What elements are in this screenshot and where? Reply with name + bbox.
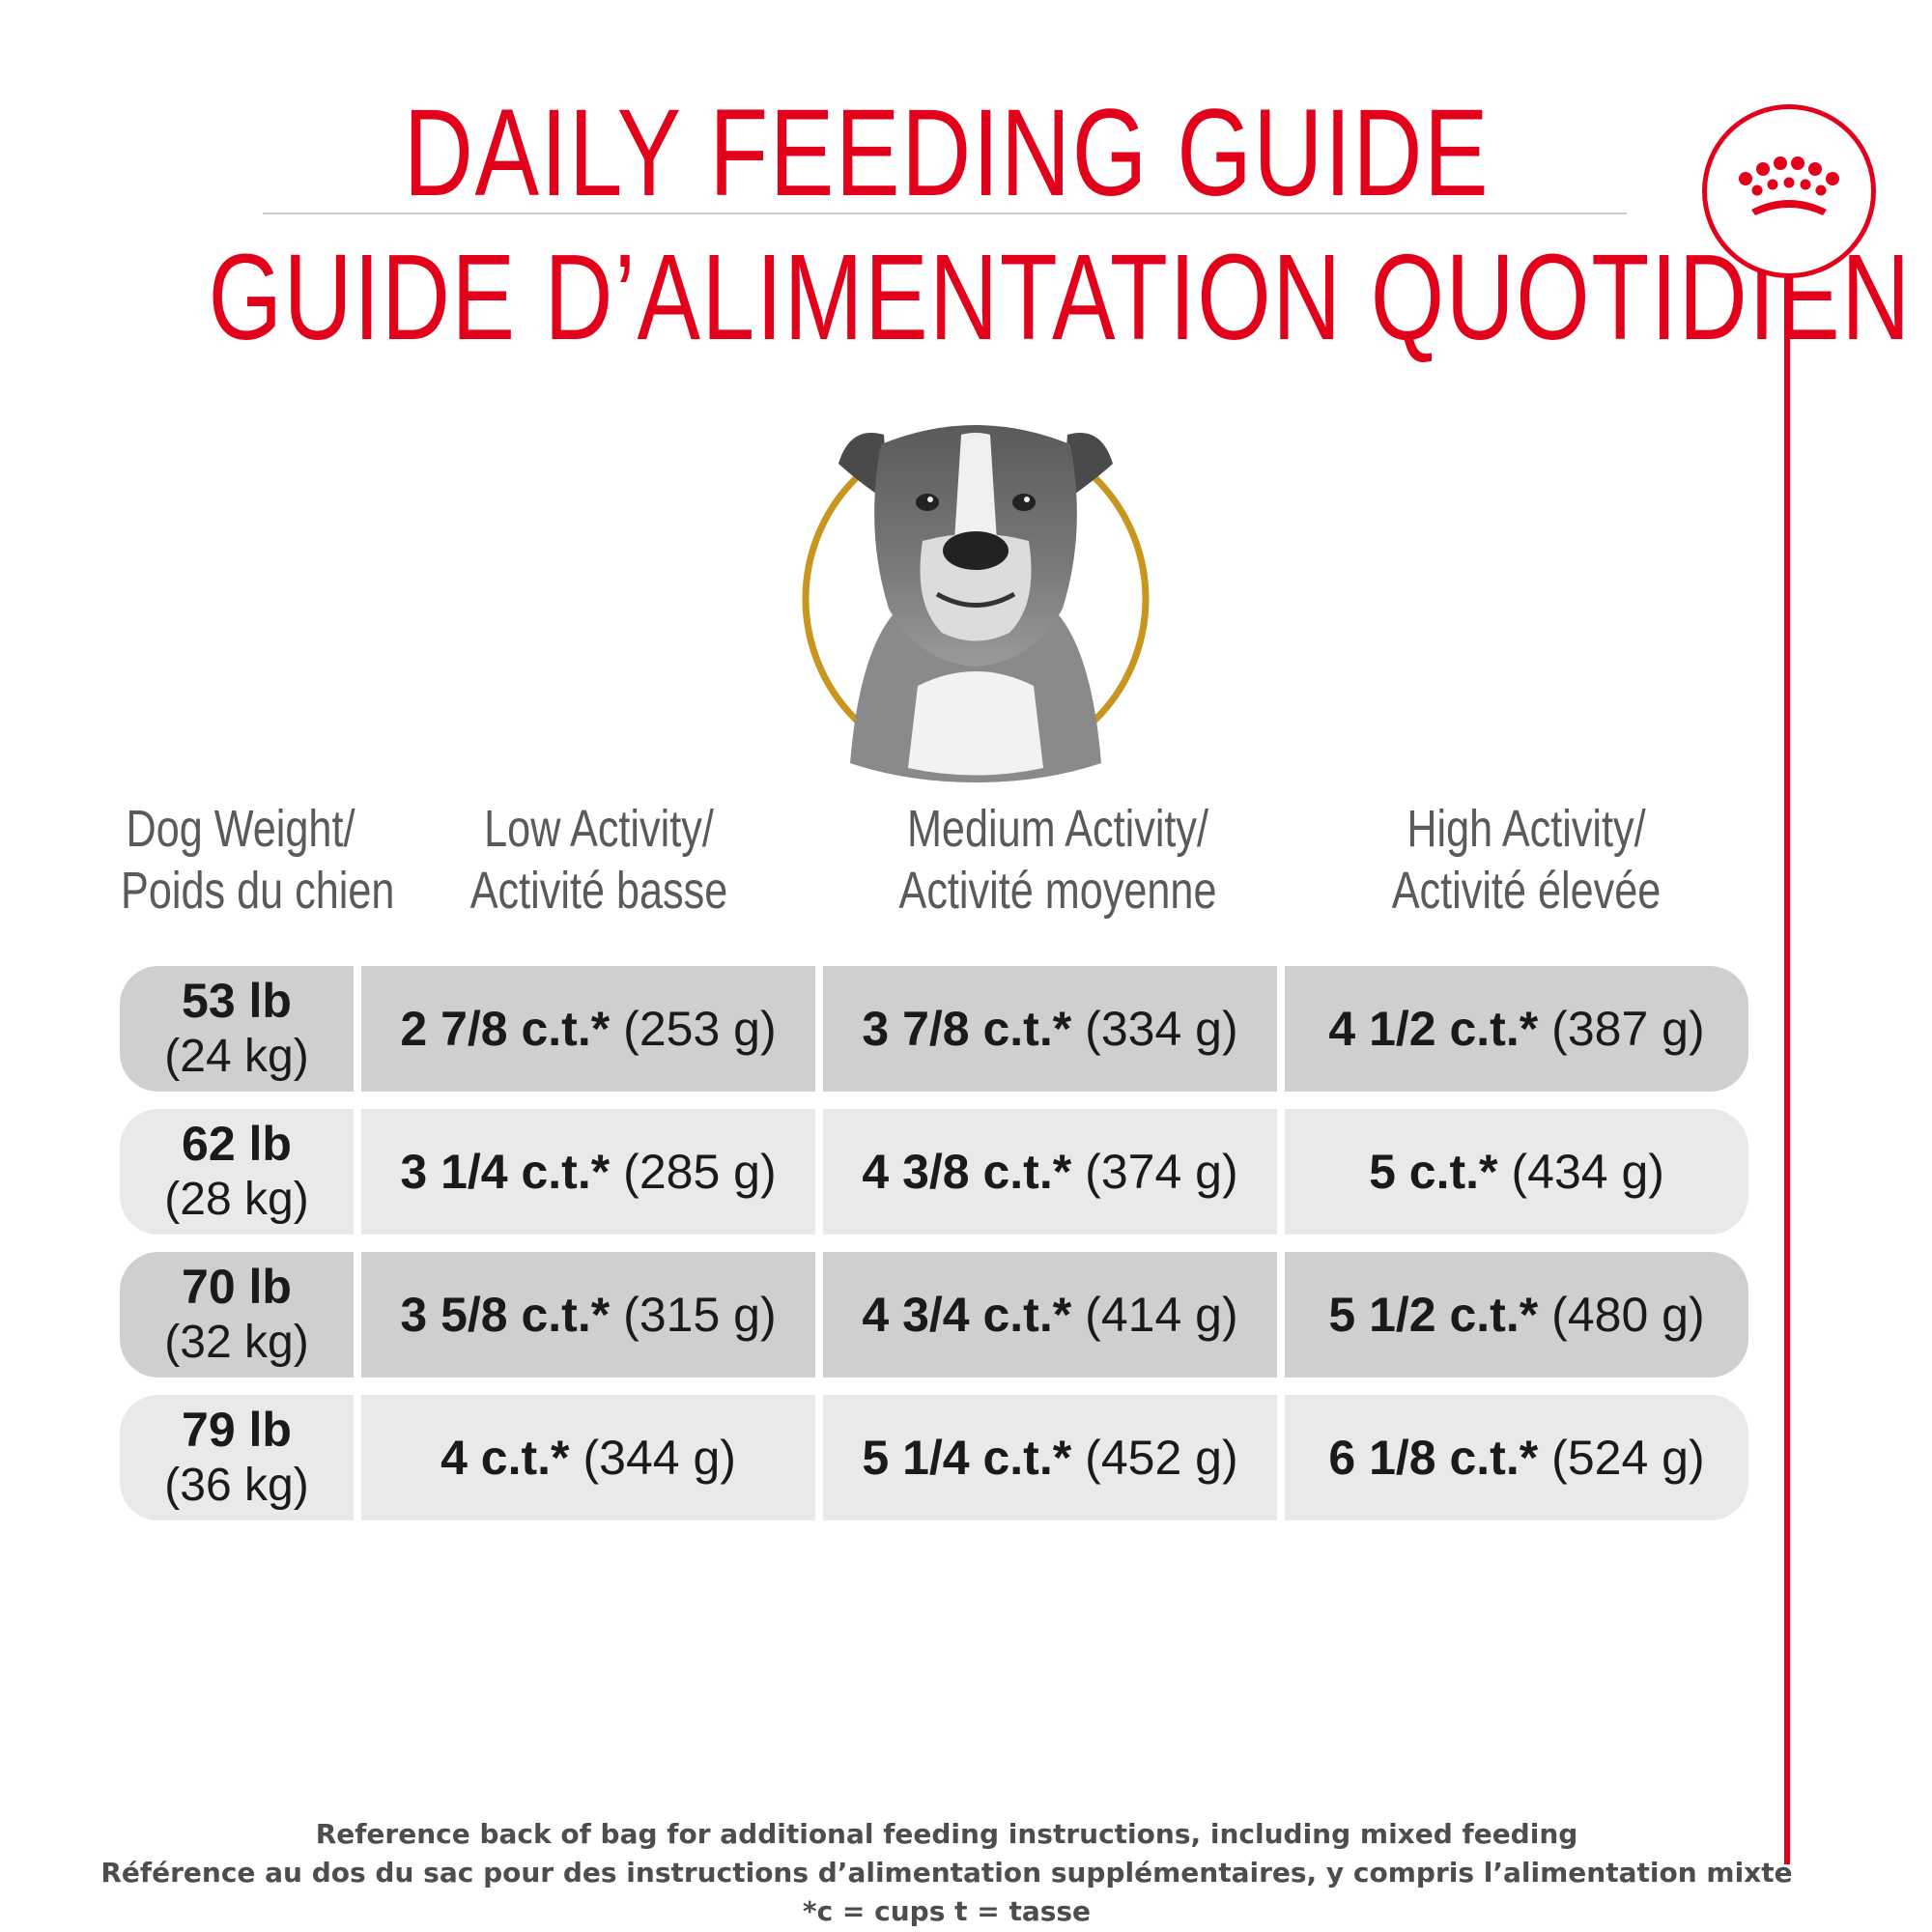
table-row: 62 lb (28 kg) 3 1/4 c.t.* (285 g) 4 3/8 c…: [120, 1109, 1748, 1235]
footer-cups-legend: *c = cups t = tasse: [802, 1895, 1092, 1927]
brand-vertical-line: [1784, 278, 1790, 1864]
low-activity-cell: 4 c.t.* (344 g): [361, 1395, 815, 1520]
weight-cell: 79 lb (36 kg): [120, 1395, 354, 1520]
header-low-activity: Low Activity/ Activité basse: [469, 800, 728, 920]
boxer-dog-illustration: [802, 425, 1150, 782]
low-activity-cell: 2 7/8 c.t.* (253 g): [361, 966, 815, 1092]
header-high-activity: High Activity/ Activité élevée: [1391, 800, 1662, 920]
medium-activity-cell: 3 7/8 c.t.* (334 g): [823, 966, 1277, 1092]
high-activity-cell: 6 1/8 c.t.* (524 g): [1285, 1395, 1748, 1520]
weight-cell: 53 lb (24 kg): [120, 966, 354, 1092]
header-medium-activity: Medium Activity/ Activité moyenne: [898, 800, 1217, 920]
table-header: Dog Weight/ Poids du chien Low Activity/…: [0, 798, 1932, 933]
footer-note-en: Reference back of bag for additional fee…: [315, 1818, 1578, 1850]
page-title-fr: GUIDE D’ALIMENTATION QUOTIDIEN: [208, 229, 1912, 365]
low-activity-cell: 3 5/8 c.t.* (315 g): [361, 1252, 815, 1378]
medium-activity-cell: 4 3/8 c.t.* (374 g): [823, 1109, 1277, 1235]
table-row: 79 lb (36 kg) 4 c.t.* (344 g) 5 1/4 c.t.*…: [120, 1395, 1748, 1520]
brand-logo: [1702, 104, 1876, 278]
low-activity-cell: 3 1/4 c.t.* (285 g): [361, 1109, 815, 1235]
medium-activity-cell: 5 1/4 c.t.* (452 g): [823, 1395, 1277, 1520]
header-dog-weight: Dog Weight/ Poids du chien: [121, 800, 395, 920]
high-activity-cell: 5 c.t.* (434 g): [1285, 1109, 1748, 1235]
weight-cell: 62 lb (28 kg): [120, 1109, 354, 1235]
table-row: 70 lb (32 kg) 3 5/8 c.t.* (315 g) 4 3/4 c…: [120, 1252, 1748, 1378]
title-divider: [263, 213, 1627, 214]
table-row: 53 lb (24 kg) 2 7/8 c.t.* (253 g) 3 7/8 c…: [120, 966, 1748, 1092]
crown-icon: [1739, 156, 1839, 215]
high-activity-cell: 4 1/2 c.t.* (387 g): [1285, 966, 1748, 1092]
page-title-en: DAILY FEEDING GUIDE: [403, 84, 1491, 222]
footer-note-fr: Référence au dos du sac pour des instruc…: [100, 1857, 1793, 1889]
medium-activity-cell: 4 3/4 c.t.* (414 g): [823, 1252, 1277, 1378]
dog-portrait: [792, 396, 1159, 782]
high-activity-cell: 5 1/2 c.t.* (480 g): [1285, 1252, 1748, 1378]
weight-cell: 70 lb (32 kg): [120, 1252, 354, 1378]
